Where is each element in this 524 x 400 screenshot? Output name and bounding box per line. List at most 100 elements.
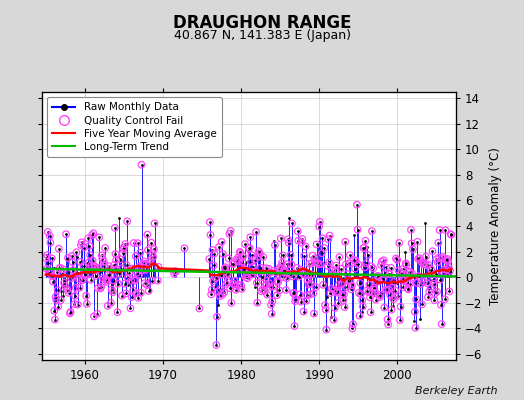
Point [309,252,317,259]
Point [374,272,382,279]
Point [375,278,383,284]
Point [358,297,366,304]
Point [400,277,409,283]
Point [315,219,324,225]
Point [354,261,363,268]
Point [419,261,428,267]
Point [141,266,149,273]
Point [357,291,365,297]
Point [391,287,399,294]
Point [398,276,406,283]
Point [130,276,138,283]
Point [318,250,326,256]
Point [238,258,247,265]
Point [149,254,157,260]
Point [411,308,419,315]
Point [404,286,412,292]
Point [447,232,455,238]
Point [361,264,369,270]
Point [293,265,301,271]
Point [409,274,418,280]
Point [311,259,320,266]
Point [137,290,145,296]
Point [422,254,430,260]
Point [245,245,253,252]
Point [264,272,272,278]
Point [148,250,157,256]
Point [53,287,62,293]
Point [406,281,414,287]
Point [113,266,121,272]
Point [254,254,262,260]
Point [407,226,415,233]
Point [306,291,314,298]
Point [329,316,337,323]
Point [247,252,256,258]
Point [61,283,70,289]
Point [367,263,376,270]
Point [133,270,141,276]
Point [261,265,270,272]
Point [271,242,279,248]
Point [278,260,286,266]
Point [386,292,395,298]
Point [215,293,224,299]
Point [154,264,162,270]
Point [406,281,414,287]
Point [145,288,153,294]
Point [110,262,118,268]
Point [251,284,259,290]
Point [118,250,127,256]
Point [376,292,385,298]
Point [445,288,454,294]
Point [387,306,396,313]
Point [298,239,306,246]
Point [279,274,288,280]
Point [99,275,107,282]
Point [52,297,60,303]
Point [217,239,226,245]
Point [440,266,449,272]
Point [439,254,447,260]
Point [140,258,148,265]
Point [310,255,319,262]
Point [248,264,257,270]
Point [67,309,75,315]
Point [282,275,291,282]
Point [385,271,394,278]
Point [257,288,266,294]
Point [347,286,355,292]
Point [234,254,243,260]
Point [328,286,336,292]
Point [441,227,450,234]
Point [222,281,231,288]
Point [46,240,54,246]
Point [46,240,54,246]
Point [44,260,52,266]
Point [413,238,422,245]
Point [300,253,309,259]
Point [408,240,416,246]
Point [116,258,125,264]
Point [436,302,445,308]
Point [73,302,82,308]
Point [282,287,290,293]
Point [43,229,52,235]
Point [391,287,399,294]
Point [77,242,85,248]
Point [47,268,55,275]
Point [229,261,237,267]
Point [50,308,59,314]
Point [408,270,417,277]
Point [412,296,420,303]
Point [403,285,412,292]
Point [42,266,51,272]
Point [387,264,395,271]
Point [355,290,363,296]
Point [434,240,442,246]
Point [376,292,385,298]
Point [114,280,122,287]
Point [180,245,189,252]
Point [96,285,105,292]
Point [396,304,405,310]
